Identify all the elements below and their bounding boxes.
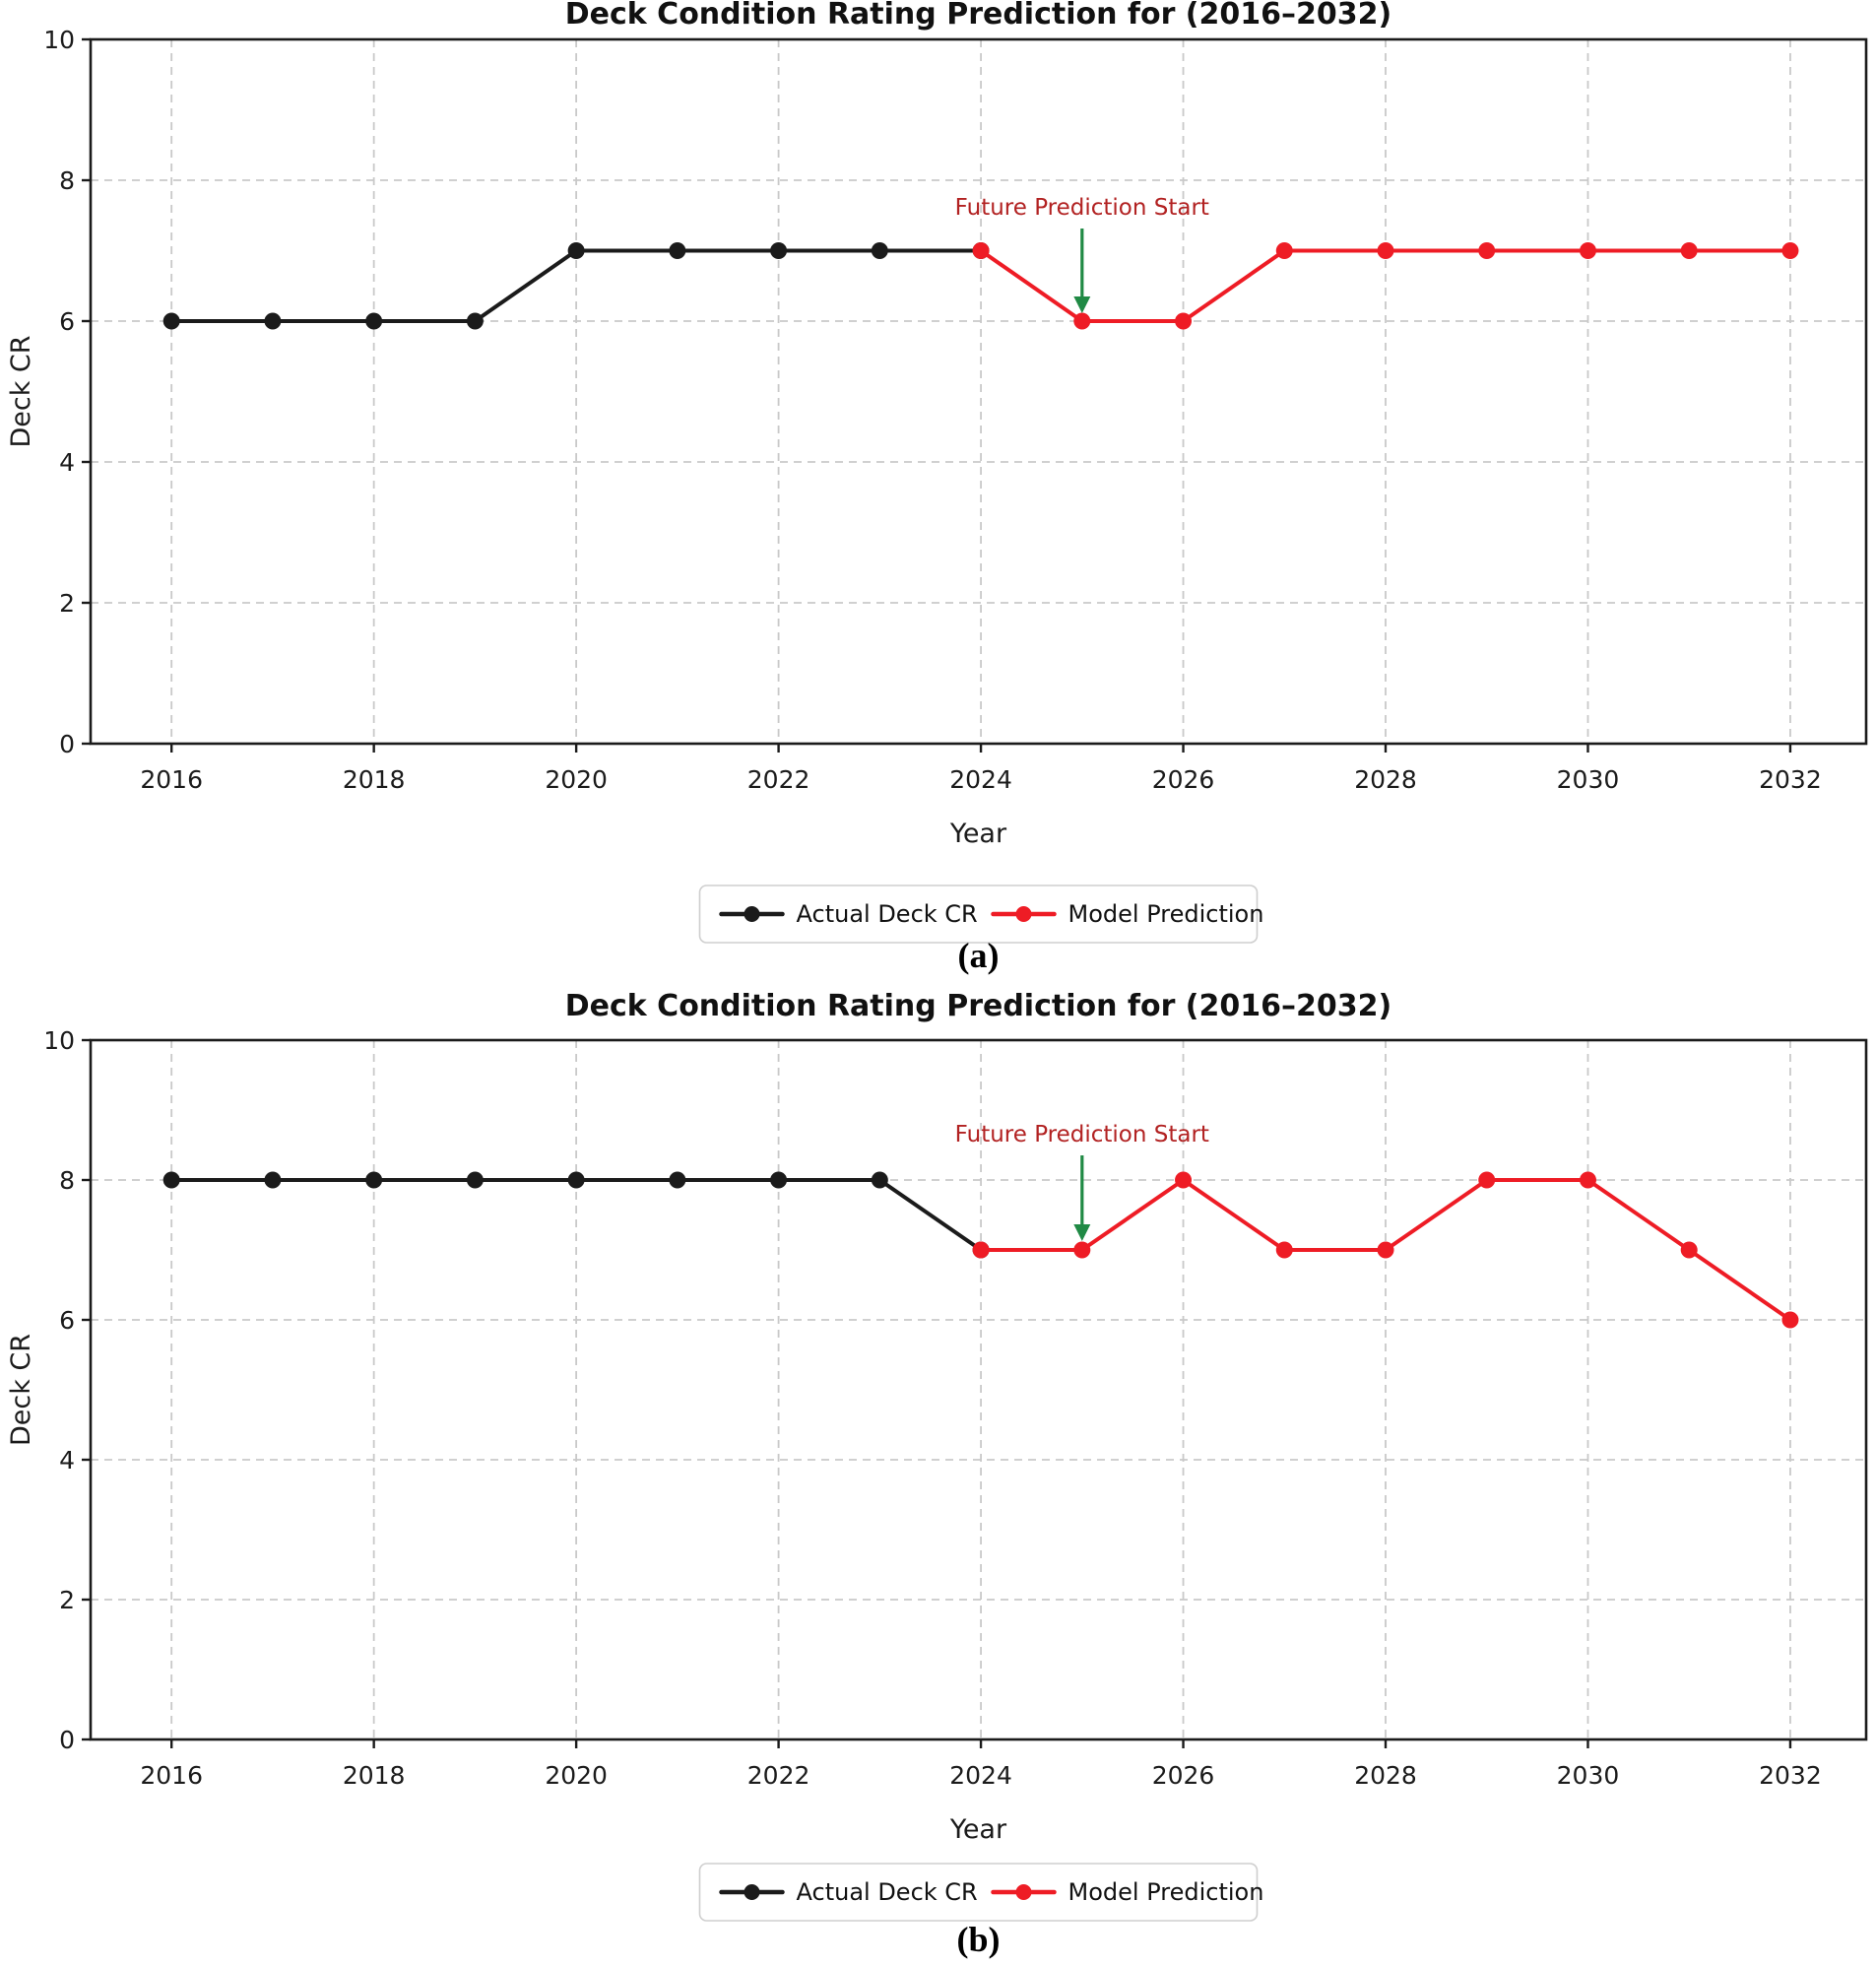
x-tick-label-2020: 2020 [545, 1761, 608, 1790]
panel-caption-a: (a) [958, 936, 1000, 975]
data-point-actual-2021 [669, 1171, 686, 1189]
data-point-actual-2023 [871, 242, 888, 259]
x-tick-label-2026: 2026 [1152, 765, 1215, 794]
data-point-prediction-2032 [1781, 1311, 1799, 1329]
data-point-prediction-2029 [1478, 242, 1496, 259]
x-tick-label-2028: 2028 [1354, 765, 1417, 794]
y-tick-label-2: 2 [59, 589, 75, 618]
data-point-actual-2019 [466, 1171, 484, 1189]
data-point-prediction-2026 [1175, 1171, 1193, 1189]
y-tick-label-2: 2 [59, 1586, 75, 1614]
plot-border [89, 1038, 1868, 1741]
data-point-prediction-2027 [1275, 242, 1293, 259]
x-tick-label-2018: 2018 [343, 765, 406, 794]
data-point-actual-2016 [162, 312, 180, 330]
chart-title: Deck Condition Rating Prediction for (20… [565, 989, 1391, 1023]
chart-b: Deck Condition Rating Prediction for (20… [6, 989, 1868, 1959]
legend-label-1: Model Prediction [1068, 1878, 1264, 1906]
annotation-arrow-head [1073, 296, 1091, 313]
legend: Actual Deck CR Model Prediction [698, 1863, 1264, 1922]
x-tick-label-2020: 2020 [545, 765, 608, 794]
y-tick-label-8: 8 [59, 1166, 75, 1195]
x-tick-label-2026: 2026 [1152, 1761, 1215, 1790]
legend-marker-0 [744, 906, 760, 922]
data-point-prediction-2025 [1073, 1241, 1091, 1259]
data-point-actual-2022 [770, 1171, 788, 1189]
panel-caption-b: (b) [957, 1920, 1001, 1959]
legend-label-0: Actual Deck CR [797, 900, 978, 928]
data-point-actual-2018 [365, 312, 383, 330]
legend: Actual Deck CR Model Prediction [698, 885, 1264, 944]
y-tick-label-4: 4 [59, 1446, 75, 1475]
x-tick-label-2024: 2024 [949, 1761, 1012, 1790]
y-axis-label: Deck CR [6, 1334, 36, 1446]
x-tick-label-2032: 2032 [1759, 1761, 1822, 1790]
chart-a: Deck Condition Rating Prediction for (20… [6, 0, 1868, 975]
annotation-arrow-head [1073, 1224, 1091, 1241]
annotation-future-prediction-start: Future Prediction Start [955, 1122, 1209, 1147]
x-tick-label-2030: 2030 [1557, 1761, 1620, 1790]
x-tick-label-2022: 2022 [747, 1761, 810, 1790]
data-point-prediction-2024 [972, 242, 990, 259]
data-point-prediction-2024 [972, 1241, 990, 1259]
data-point-actual-2018 [365, 1171, 383, 1189]
legend-label-0: Actual Deck CR [797, 1878, 978, 1906]
data-point-actual-2020 [567, 1171, 585, 1189]
data-point-prediction-2031 [1680, 1241, 1698, 1259]
x-axis-label: Year [949, 819, 1007, 849]
y-tick-label-0: 0 [59, 1726, 75, 1754]
data-point-prediction-2026 [1175, 312, 1193, 330]
legend-box [698, 885, 1259, 944]
legend-marker-1 [1015, 906, 1032, 922]
data-point-actual-2022 [770, 242, 788, 259]
plot-border [89, 37, 1868, 746]
legend-box [698, 1863, 1259, 1922]
data-point-actual-2016 [162, 1171, 180, 1189]
data-point-prediction-2028 [1377, 242, 1394, 259]
data-point-prediction-2032 [1781, 242, 1799, 259]
x-tick-label-2018: 2018 [343, 1761, 406, 1790]
y-tick-label-10: 10 [43, 1026, 75, 1055]
data-point-actual-2017 [264, 312, 282, 330]
y-tick-label-8: 8 [59, 166, 75, 195]
x-tick-label-2022: 2022 [747, 765, 810, 794]
x-tick-label-2024: 2024 [949, 765, 1012, 794]
x-axis-label: Year [949, 1814, 1007, 1845]
chart-title: Deck Condition Rating Prediction for (20… [565, 0, 1391, 32]
x-tick-label-2030: 2030 [1557, 765, 1620, 794]
x-tick-label-2028: 2028 [1354, 1761, 1417, 1790]
legend-label-1: Model Prediction [1068, 900, 1264, 928]
data-point-actual-2023 [871, 1171, 888, 1189]
y-tick-label-6: 6 [59, 1306, 75, 1335]
y-tick-label-0: 0 [59, 730, 75, 758]
data-point-actual-2021 [669, 242, 686, 259]
data-point-prediction-2027 [1275, 1241, 1293, 1259]
data-point-prediction-2025 [1073, 312, 1091, 330]
data-point-prediction-2030 [1579, 242, 1596, 259]
data-point-prediction-2030 [1579, 1171, 1596, 1189]
legend-marker-1 [1015, 1884, 1032, 1900]
data-point-actual-2017 [264, 1171, 282, 1189]
x-tick-label-2016: 2016 [140, 765, 203, 794]
data-point-prediction-2029 [1478, 1171, 1496, 1189]
y-axis-label: Deck CR [6, 335, 36, 447]
data-point-prediction-2031 [1680, 242, 1698, 259]
y-tick-label-10: 10 [43, 26, 75, 54]
x-tick-label-2032: 2032 [1759, 765, 1822, 794]
legend-marker-0 [744, 1884, 760, 1900]
x-tick-label-2016: 2016 [140, 1761, 203, 1790]
annotation-future-prediction-start: Future Prediction Start [955, 195, 1209, 221]
y-tick-label-4: 4 [59, 448, 75, 477]
data-point-actual-2019 [466, 312, 484, 330]
data-point-actual-2020 [567, 242, 585, 259]
y-tick-label-6: 6 [59, 307, 75, 336]
data-point-prediction-2028 [1377, 1241, 1394, 1259]
